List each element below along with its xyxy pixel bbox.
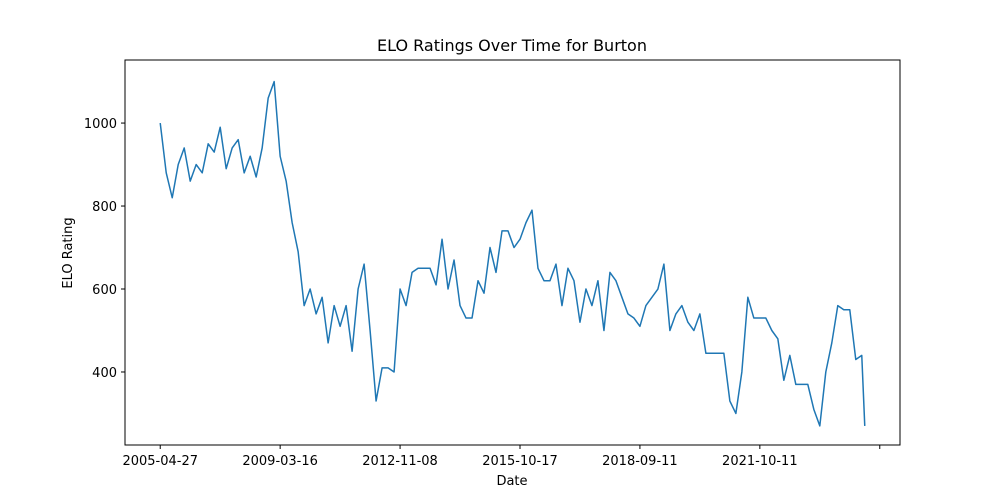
x-axis-label: Date (496, 474, 527, 489)
y-tick-label: 1000 (84, 117, 117, 132)
chart-title: ELO Ratings Over Time for Burton (377, 36, 647, 55)
x-tick-label: 2021-10-11 (722, 454, 798, 469)
x-tick-label: 2009-03-16 (242, 454, 318, 469)
x-tick-label: 2018-09-11 (602, 454, 678, 469)
x-tick-label: 2012-11-08 (362, 454, 438, 469)
x-tick-label: 2015-10-17 (482, 454, 558, 469)
y-tick-label: 400 (92, 366, 117, 381)
y-tick-label: 800 (92, 200, 117, 215)
x-tick-label: 2005-04-27 (122, 454, 198, 469)
y-tick-label: 600 (92, 283, 117, 298)
plot-frame (124, 59, 901, 446)
series-line (159, 80, 866, 427)
y-axis-label: ELO Rating (61, 217, 76, 288)
